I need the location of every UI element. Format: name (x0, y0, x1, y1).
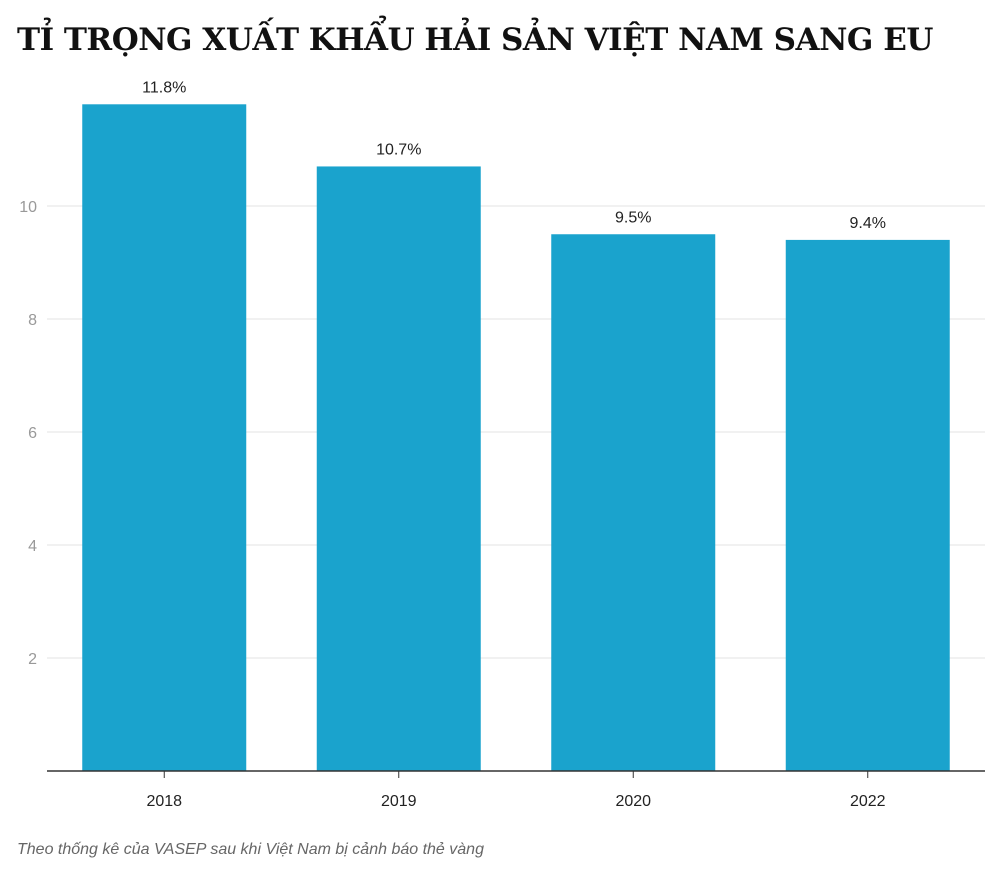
y-tick-label: 8 (28, 312, 37, 329)
bar-2022 (785, 239, 950, 771)
source-note: Theo thống kê của VASEP sau khi Việt Nam… (17, 841, 484, 858)
x-tick-label: 2018 (146, 793, 182, 810)
y-tick-label: 2 (28, 651, 37, 668)
chart-title: TỈ TRỌNG XUẤT KHẨU HẢI SẢN VIỆT NAM SANG… (17, 22, 933, 58)
bar-2018 (82, 104, 247, 772)
data-label: 10.7% (376, 141, 421, 158)
data-label: 9.5% (615, 209, 651, 226)
y-tick-label: 4 (28, 538, 37, 555)
x-tick-label: 2019 (381, 793, 417, 810)
y-tick-label: 10 (19, 199, 37, 216)
y-tick-label: 6 (28, 425, 37, 442)
bar-2019 (316, 166, 481, 771)
x-tick-label: 2022 (850, 793, 886, 810)
data-label: 9.4% (850, 215, 886, 232)
bar-2020 (551, 234, 716, 771)
x-tick-label: 2020 (615, 793, 651, 810)
data-label: 11.8% (142, 79, 186, 96)
